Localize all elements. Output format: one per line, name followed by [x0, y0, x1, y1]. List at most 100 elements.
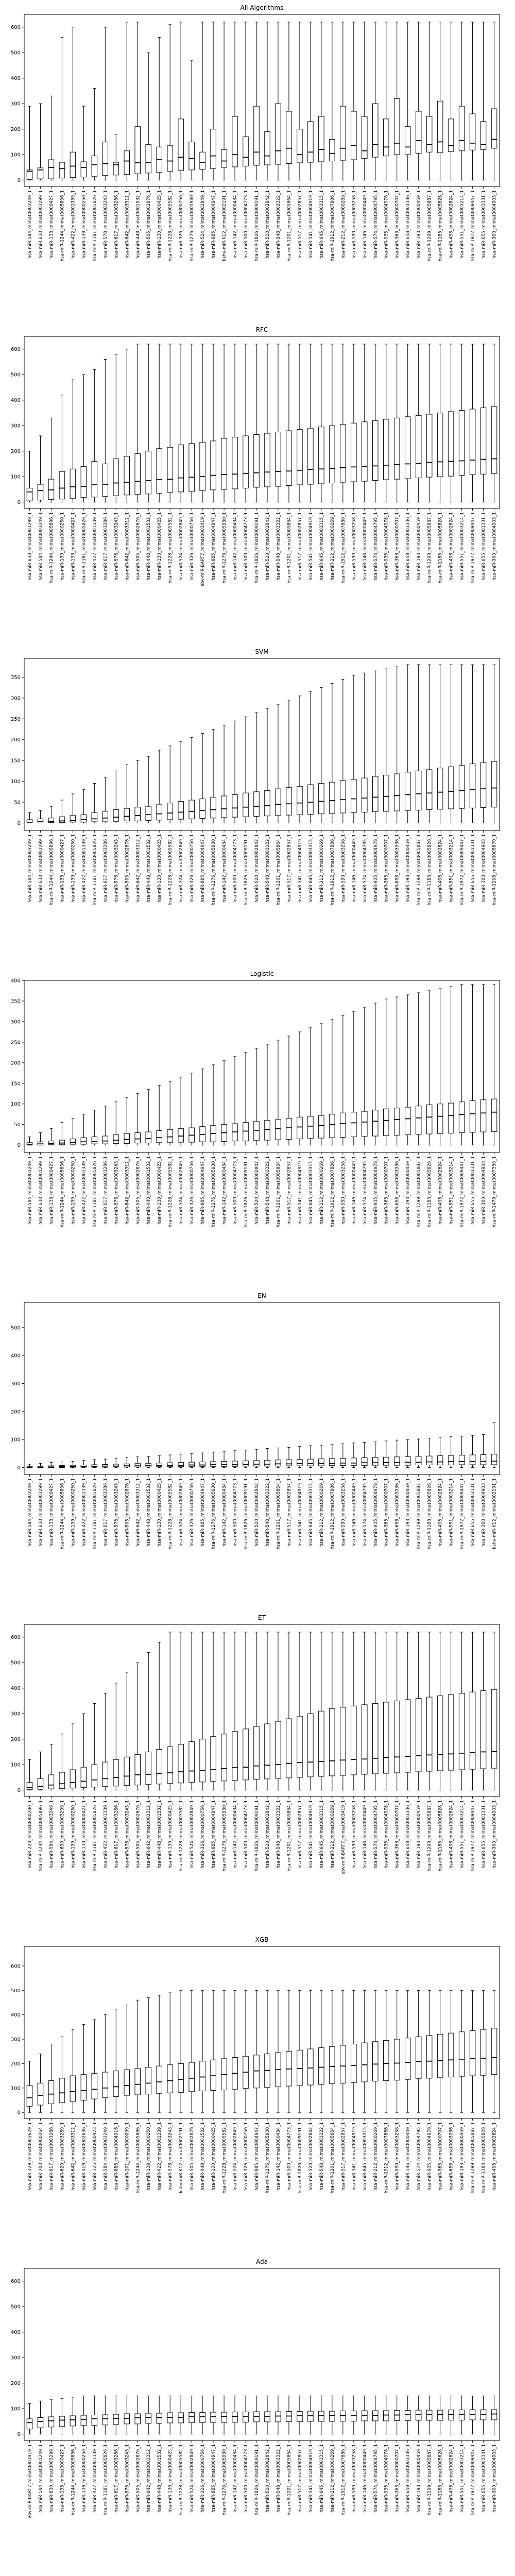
iqr-box [124, 2069, 130, 2096]
iqr-box [362, 1457, 368, 1466]
x-tick-label: hsa-miR-551_mimat0003214_1 [460, 190, 465, 259]
y-tick-label: 300 [11, 423, 21, 429]
box-21 [253, 2395, 260, 2435]
box-32 [372, 670, 379, 823]
box-8 [113, 354, 119, 503]
box-23 [275, 1990, 281, 2113]
x-tick-label: hsa-miR-1244_mimat0005896_1 [60, 1478, 65, 1549]
iqr-box [372, 1703, 379, 1774]
iqr-box [264, 2411, 270, 2422]
x-tick-label: hsa-miR-130_mimat0000425_1 [211, 2122, 216, 2191]
x-tick-label: hsa-miR-1228_mimat0005582_1 [168, 834, 173, 905]
x-tick-label: hsa-miR-505_mimat0002876_1 [146, 190, 151, 259]
x-tick-label: hsa-miR-498_mimat0002824_1 [438, 834, 443, 903]
iqr-box [188, 1462, 195, 1467]
x-tick-label: hsa-miR-617_mimat0003286_1 [114, 190, 119, 259]
box-7 [102, 1693, 109, 1791]
iqr-box [318, 1459, 324, 1466]
box-3 [59, 2036, 65, 2113]
box-4 [70, 1461, 76, 1468]
box-18 [221, 1060, 227, 1146]
x-tick-label: hsa-miR-125_mimat0000423_1 [92, 2122, 97, 2191]
x-tick-label: hsa-miR-498_mimat0002824_1 [449, 512, 454, 581]
x-tick-label: hsa-miR-1201_mimat0005864_1 [276, 834, 281, 905]
x-tick-label: hsa-miR-524_mimat0002849_1 [200, 190, 205, 259]
iqr-box [167, 2412, 173, 2424]
x-tick-label: hsa-miR-505_mimat0002876_1 [190, 2122, 195, 2191]
iqr-box [307, 121, 314, 163]
iqr-box [113, 1464, 119, 1467]
x-tick-label: hsa-miR-584_mimat0003249_1 [27, 190, 32, 259]
x-tick-label: hsa-miR-133_mimat0000427_1 [60, 834, 65, 903]
box-21 [253, 1990, 260, 2113]
iqr-box [329, 1708, 335, 1776]
x-tick-label: hsa-miR-505_mimat0002876_1 [125, 1478, 130, 1547]
x-tick-label: hsa-miR-300_mimat0004903_1 [492, 512, 497, 581]
box-41 [469, 1990, 476, 2113]
iqr-box [307, 2411, 314, 2422]
iqr-box [437, 2410, 443, 2421]
iqr-box [48, 1141, 55, 1145]
x-tick-label: hsa-miR-1912_mimat0007886_1 [341, 2444, 346, 2515]
x-tick-label: hsa-miR-1183_mimat0005828_1 [427, 1478, 433, 1549]
x-tick-label: hsa-miR-448_mimat0001532_1 [157, 2444, 162, 2513]
iqr-box [232, 436, 238, 489]
x-tick-label: hsa-miR-617_mimat0003286_1 [49, 2122, 54, 2191]
x-tick-label: hsa-miR-326_mimat0000756_1 [190, 834, 195, 903]
iqr-box [210, 440, 216, 490]
x-tick-label: hsa-miR-500_mimat0004773_1 [233, 1156, 238, 1225]
iqr-box [448, 2032, 454, 2077]
box-35 [404, 1990, 411, 2113]
iqr-box [275, 1119, 281, 1140]
x-tick-label: hsa-miR-620_mimat0003289_1 [60, 2122, 65, 2191]
iqr-box [286, 787, 292, 816]
iqr-box [437, 2034, 443, 2078]
iqr-box [113, 2071, 119, 2097]
iqr-box [458, 106, 465, 151]
box-16 [199, 1069, 205, 1146]
x-tick-label: hsa-miR-422_mimat0001339_1 [92, 512, 97, 581]
x-tick-label: hsa-miR-1276_mimat0005930_1 [222, 2444, 227, 2515]
box-1 [37, 1463, 44, 1468]
iqr-box [178, 2412, 184, 2424]
x-tick-label: hsa-miR-520_mimat0002842_1 [254, 1478, 260, 1547]
x-tick-label: hsa-miR-193_mimat0000459_1 [460, 2122, 465, 2191]
x-tick-label: hsa-miR-1276_mimat0005930_1 [211, 1478, 216, 1549]
iqr-box [124, 1756, 130, 1786]
y-tick-label: 0 [18, 1143, 21, 1148]
x-tick-label: hsa-miR-590_mimat0003258_1 [352, 1800, 357, 1869]
x-tick-label: hsa-miR-655_mimat0003331_1 [471, 1478, 476, 1547]
box-19 [232, 2395, 238, 2435]
x-tick-label: hsa-miR-139_mimat0000250_1 [71, 1800, 76, 1869]
box-4 [70, 27, 76, 181]
iqr-box [307, 1713, 314, 1777]
box-15 [188, 1453, 195, 1468]
x-tick-label: hsa-miR-590_mimat0003258_1 [341, 1478, 346, 1547]
x-tick-label: hsa-miR-1183_mimat0005828_1 [438, 1800, 443, 1871]
iqr-box [362, 1111, 368, 1137]
box-36 [415, 2395, 422, 2435]
iqr-box [70, 468, 76, 499]
iqr-box [113, 1759, 119, 1787]
box-22 [264, 22, 270, 181]
x-tick-label: hsa-miR-548_mimat0003322_1 [276, 512, 281, 581]
y-tick-label: 300 [11, 696, 21, 701]
iqr-box [243, 1460, 249, 1467]
iqr-box [156, 1749, 162, 1785]
iqr-box [102, 463, 109, 497]
x-tick-label: hsa-miR-617_mimat0003286_1 [103, 834, 108, 903]
x-tick-label: hsa-miR-500_mimat0004773_1 [244, 1800, 249, 1869]
iqr-box [491, 2028, 497, 2075]
box-27 [318, 22, 324, 181]
iqr-box [145, 451, 151, 495]
x-tick-label: hsa-miR-548_mimat0003322_1 [265, 1478, 270, 1547]
iqr-box [480, 1454, 487, 1465]
box-2 [48, 2399, 55, 2435]
iqr-box [145, 2067, 151, 2095]
iqr-box [145, 806, 151, 821]
box-5 [80, 1114, 87, 1146]
box-25 [297, 696, 303, 823]
box-35 [404, 664, 411, 823]
y-tick-label: 300 [11, 1381, 21, 1387]
box-13 [167, 2395, 173, 2435]
